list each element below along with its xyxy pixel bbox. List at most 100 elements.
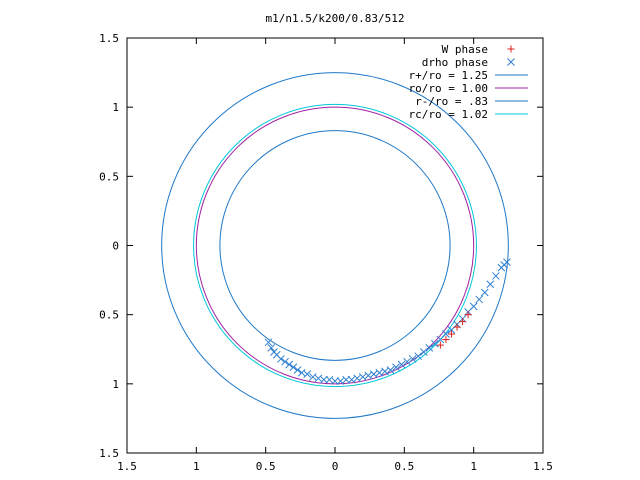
data-point [358,373,367,381]
legend-label: ro/ro = 1.00 [409,82,488,95]
circle-ro/ro = 1.00 [195,106,475,385]
legend-label: drho phase [422,56,488,69]
data-point [364,371,373,380]
marker-stroke [336,377,345,385]
data-point [425,344,434,352]
data-point [369,370,378,379]
circle-rc/ro = 1.02 [193,103,477,388]
marker-stroke [397,360,406,369]
data-point [453,323,461,331]
data-point [392,363,400,372]
legend-marker [507,58,515,66]
circle-r-/ro = .83 [219,130,451,361]
marker-stroke [289,363,298,372]
data-point [408,355,417,363]
data-point [314,374,323,383]
data-point [325,375,334,384]
marker-stroke [375,368,384,377]
x-tick-label: 1.5 [533,460,553,473]
data-point [486,280,495,289]
data-point [419,348,428,356]
marker-stroke [419,348,428,356]
data-point [285,360,294,369]
marker-stroke [281,357,289,366]
data-point [469,302,478,311]
marker-stroke [403,357,411,366]
marker-stroke [369,370,378,379]
marker-stroke [386,366,395,374]
data-point [293,366,302,374]
y-tick-label: 0.5 [99,309,119,322]
data-point [442,330,450,338]
marker-stroke [475,295,484,304]
marker-stroke [264,338,273,347]
marker-stroke [293,366,302,374]
marker-stroke [342,375,350,384]
data-point [264,338,273,347]
data-point [347,375,356,384]
data-point [459,318,467,326]
marker-stroke [414,352,423,361]
marker-stroke [331,377,339,385]
data-point [289,363,298,372]
x-tick-label: 0 [332,460,339,473]
y-tick-label: 0.5 [99,170,119,183]
marker-stroke [486,280,495,289]
marker-stroke [480,288,489,297]
marker-stroke [272,350,281,359]
marker-stroke [507,58,515,66]
legend-label: rc/ro = 1.02 [409,108,488,121]
marker-stroke [408,355,417,363]
y-tick-label: 1 [112,101,119,114]
marker-stroke [381,367,389,376]
data-point [381,367,389,376]
y-tick-label: 1 [112,378,119,391]
marker-stroke [469,302,478,311]
data-point [430,339,439,348]
legend-label: r-/ro = .83 [415,95,488,108]
data-point [303,370,312,379]
data-point [281,357,289,366]
legend-label: W phase [442,43,488,56]
data-point [475,295,484,304]
data-point [267,344,276,352]
data-point [375,368,384,377]
marker-stroke [442,330,450,338]
data-point [331,377,339,385]
data-point [297,368,306,377]
data-point [403,357,411,366]
marker-stroke [303,370,312,379]
legend-marker [507,45,515,53]
marker-stroke [364,371,373,380]
marker-stroke [392,363,400,372]
data-point [277,355,285,363]
marker-stroke [277,355,285,363]
data-point [397,360,406,369]
x-tick-label: 0.5 [256,460,276,473]
circle-r+/ro = 1.25 [161,72,509,419]
chart-title: m1/n1.5/k200/0.83/512 [265,12,404,25]
data-point [491,272,500,280]
data-point [320,375,328,384]
legend-label: r+/ro = 1.25 [409,69,488,82]
data-point [436,341,444,349]
marker-stroke [358,373,367,381]
y-tick-label: 1.5 [99,447,119,460]
marker-stroke [320,375,328,384]
data-point [503,258,511,266]
marker-stroke [285,360,294,369]
marker-stroke [491,272,500,280]
data-point [447,330,455,338]
data-point [353,374,362,383]
data-point [386,366,395,374]
x-tick-label: 1 [193,460,200,473]
data-point [342,375,350,384]
data-point [414,352,423,361]
marker-stroke [347,375,356,384]
data-point [480,288,489,297]
marker-stroke [503,258,511,266]
x-tick-label: 1 [470,460,477,473]
marker-stroke [267,344,276,352]
data-point [442,336,450,344]
